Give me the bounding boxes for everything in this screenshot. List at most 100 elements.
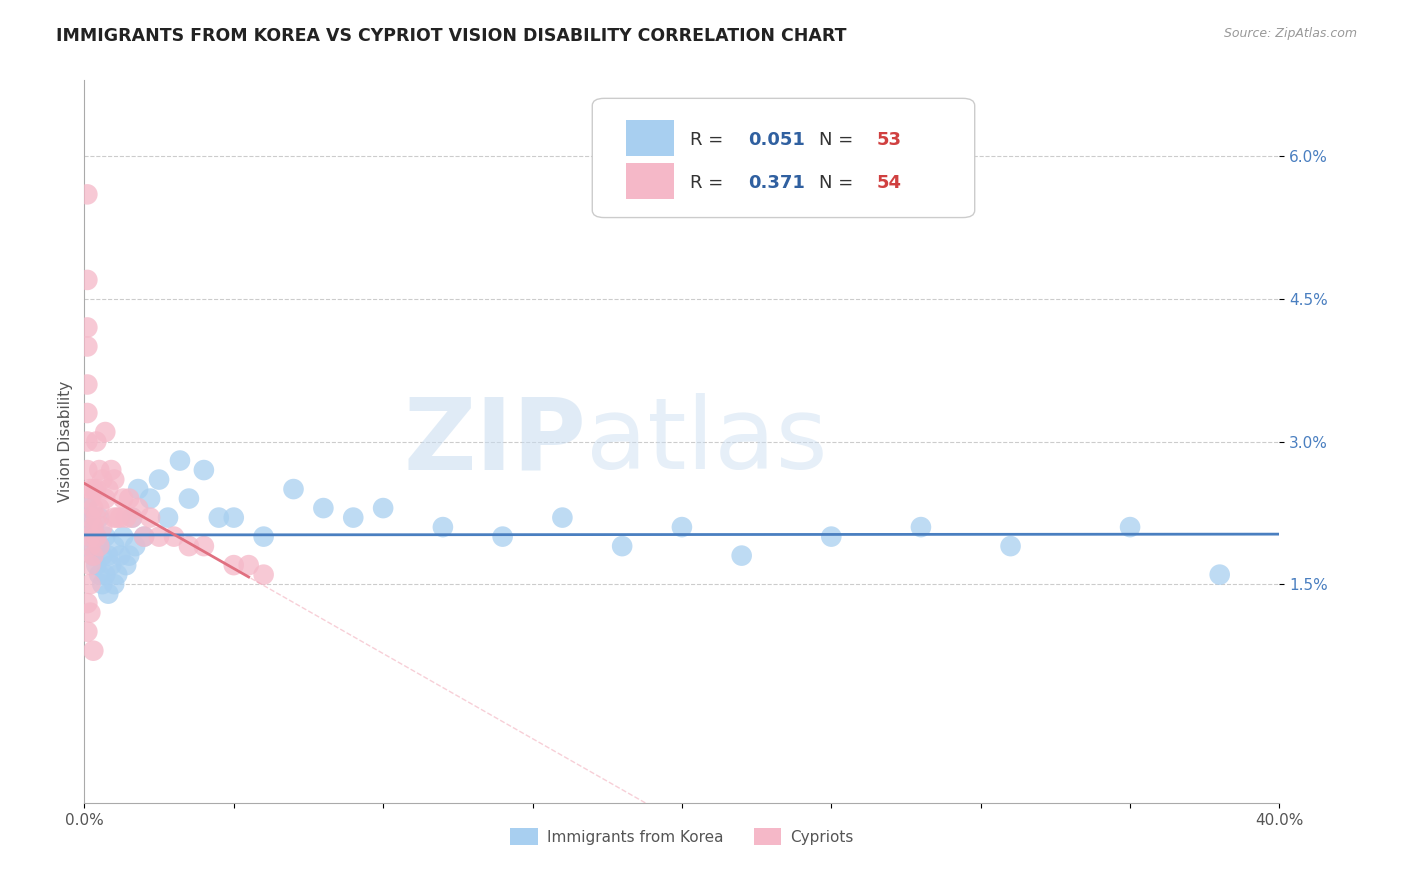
Point [89, 539, 111, 553]
Point [76, 187, 98, 202]
Point [76, 273, 98, 287]
Point [118, 491, 141, 506]
Point [492, 530, 515, 544]
Point [79, 482, 101, 496]
Point [89, 463, 111, 477]
Point [127, 482, 149, 496]
Point [82, 501, 104, 516]
Point [177, 491, 200, 506]
Text: R =: R = [690, 174, 730, 192]
Point [312, 501, 335, 516]
Point [105, 567, 128, 582]
Point [86, 510, 108, 524]
Point [124, 539, 146, 553]
Point [94, 530, 117, 544]
FancyBboxPatch shape [626, 163, 673, 200]
Point [82, 549, 104, 563]
Point [79, 577, 101, 591]
Point [76, 406, 98, 420]
Point [139, 510, 162, 524]
Point [89, 567, 111, 582]
Point [132, 530, 156, 544]
FancyBboxPatch shape [592, 98, 974, 218]
Point [82, 520, 104, 534]
Point [91, 549, 114, 563]
Point [238, 558, 260, 573]
Text: 0.371: 0.371 [748, 174, 804, 192]
Point [148, 530, 170, 544]
FancyBboxPatch shape [626, 120, 673, 156]
Point [76, 320, 98, 334]
Point [76, 530, 98, 544]
Point [253, 567, 276, 582]
Point [1000, 539, 1022, 553]
Point [671, 520, 693, 534]
Point [97, 482, 120, 496]
Point [76, 501, 98, 516]
Point [193, 463, 215, 477]
Point [94, 567, 117, 582]
Text: 54: 54 [877, 174, 901, 192]
Point [373, 501, 395, 516]
Point [118, 549, 141, 563]
Point [112, 491, 135, 506]
Point [94, 491, 117, 506]
Point [612, 539, 634, 553]
Point [82, 520, 104, 534]
Point [82, 482, 104, 496]
Point [121, 510, 143, 524]
Point [910, 520, 932, 534]
Point [76, 434, 98, 449]
Point [432, 520, 454, 534]
Point [169, 453, 191, 467]
Text: atlas: atlas [586, 393, 828, 490]
Point [1209, 567, 1232, 582]
Point [222, 510, 245, 524]
Point [86, 434, 108, 449]
Text: N =: N = [820, 174, 859, 192]
Point [157, 510, 180, 524]
Point [82, 643, 104, 657]
Point [76, 463, 98, 477]
Point [148, 473, 170, 487]
Point [110, 510, 132, 524]
Point [103, 473, 125, 487]
Text: ZIP: ZIP [404, 393, 586, 490]
Point [115, 558, 138, 573]
Y-axis label: Vision Disability: Vision Disability [58, 381, 73, 502]
Point [121, 510, 143, 524]
Point [208, 510, 231, 524]
Point [100, 463, 122, 477]
Point [105, 510, 128, 524]
Point [94, 425, 117, 439]
Point [82, 549, 104, 563]
Point [79, 510, 101, 524]
Legend: Immigrants from Korea, Cypriots: Immigrants from Korea, Cypriots [502, 820, 862, 853]
Text: IMMIGRANTS FROM KOREA VS CYPRIOT VISION DISABILITY CORRELATION CHART: IMMIGRANTS FROM KOREA VS CYPRIOT VISION … [56, 27, 846, 45]
Point [97, 587, 120, 601]
Point [89, 510, 111, 524]
Point [91, 577, 114, 591]
Point [551, 510, 574, 524]
Point [103, 539, 125, 553]
Point [1119, 520, 1142, 534]
Point [86, 530, 108, 544]
Point [86, 482, 108, 496]
Point [283, 482, 305, 496]
Point [820, 530, 842, 544]
Point [163, 530, 186, 544]
Point [76, 377, 98, 392]
Point [76, 624, 98, 639]
Point [79, 510, 101, 524]
Point [342, 510, 364, 524]
Point [79, 539, 101, 553]
Point [89, 501, 111, 516]
Point [79, 539, 101, 553]
Text: N =: N = [820, 130, 859, 149]
Point [91, 473, 114, 487]
Point [79, 558, 101, 573]
Point [91, 520, 114, 534]
Point [731, 549, 754, 563]
Text: R =: R = [690, 130, 730, 149]
Point [86, 530, 108, 544]
